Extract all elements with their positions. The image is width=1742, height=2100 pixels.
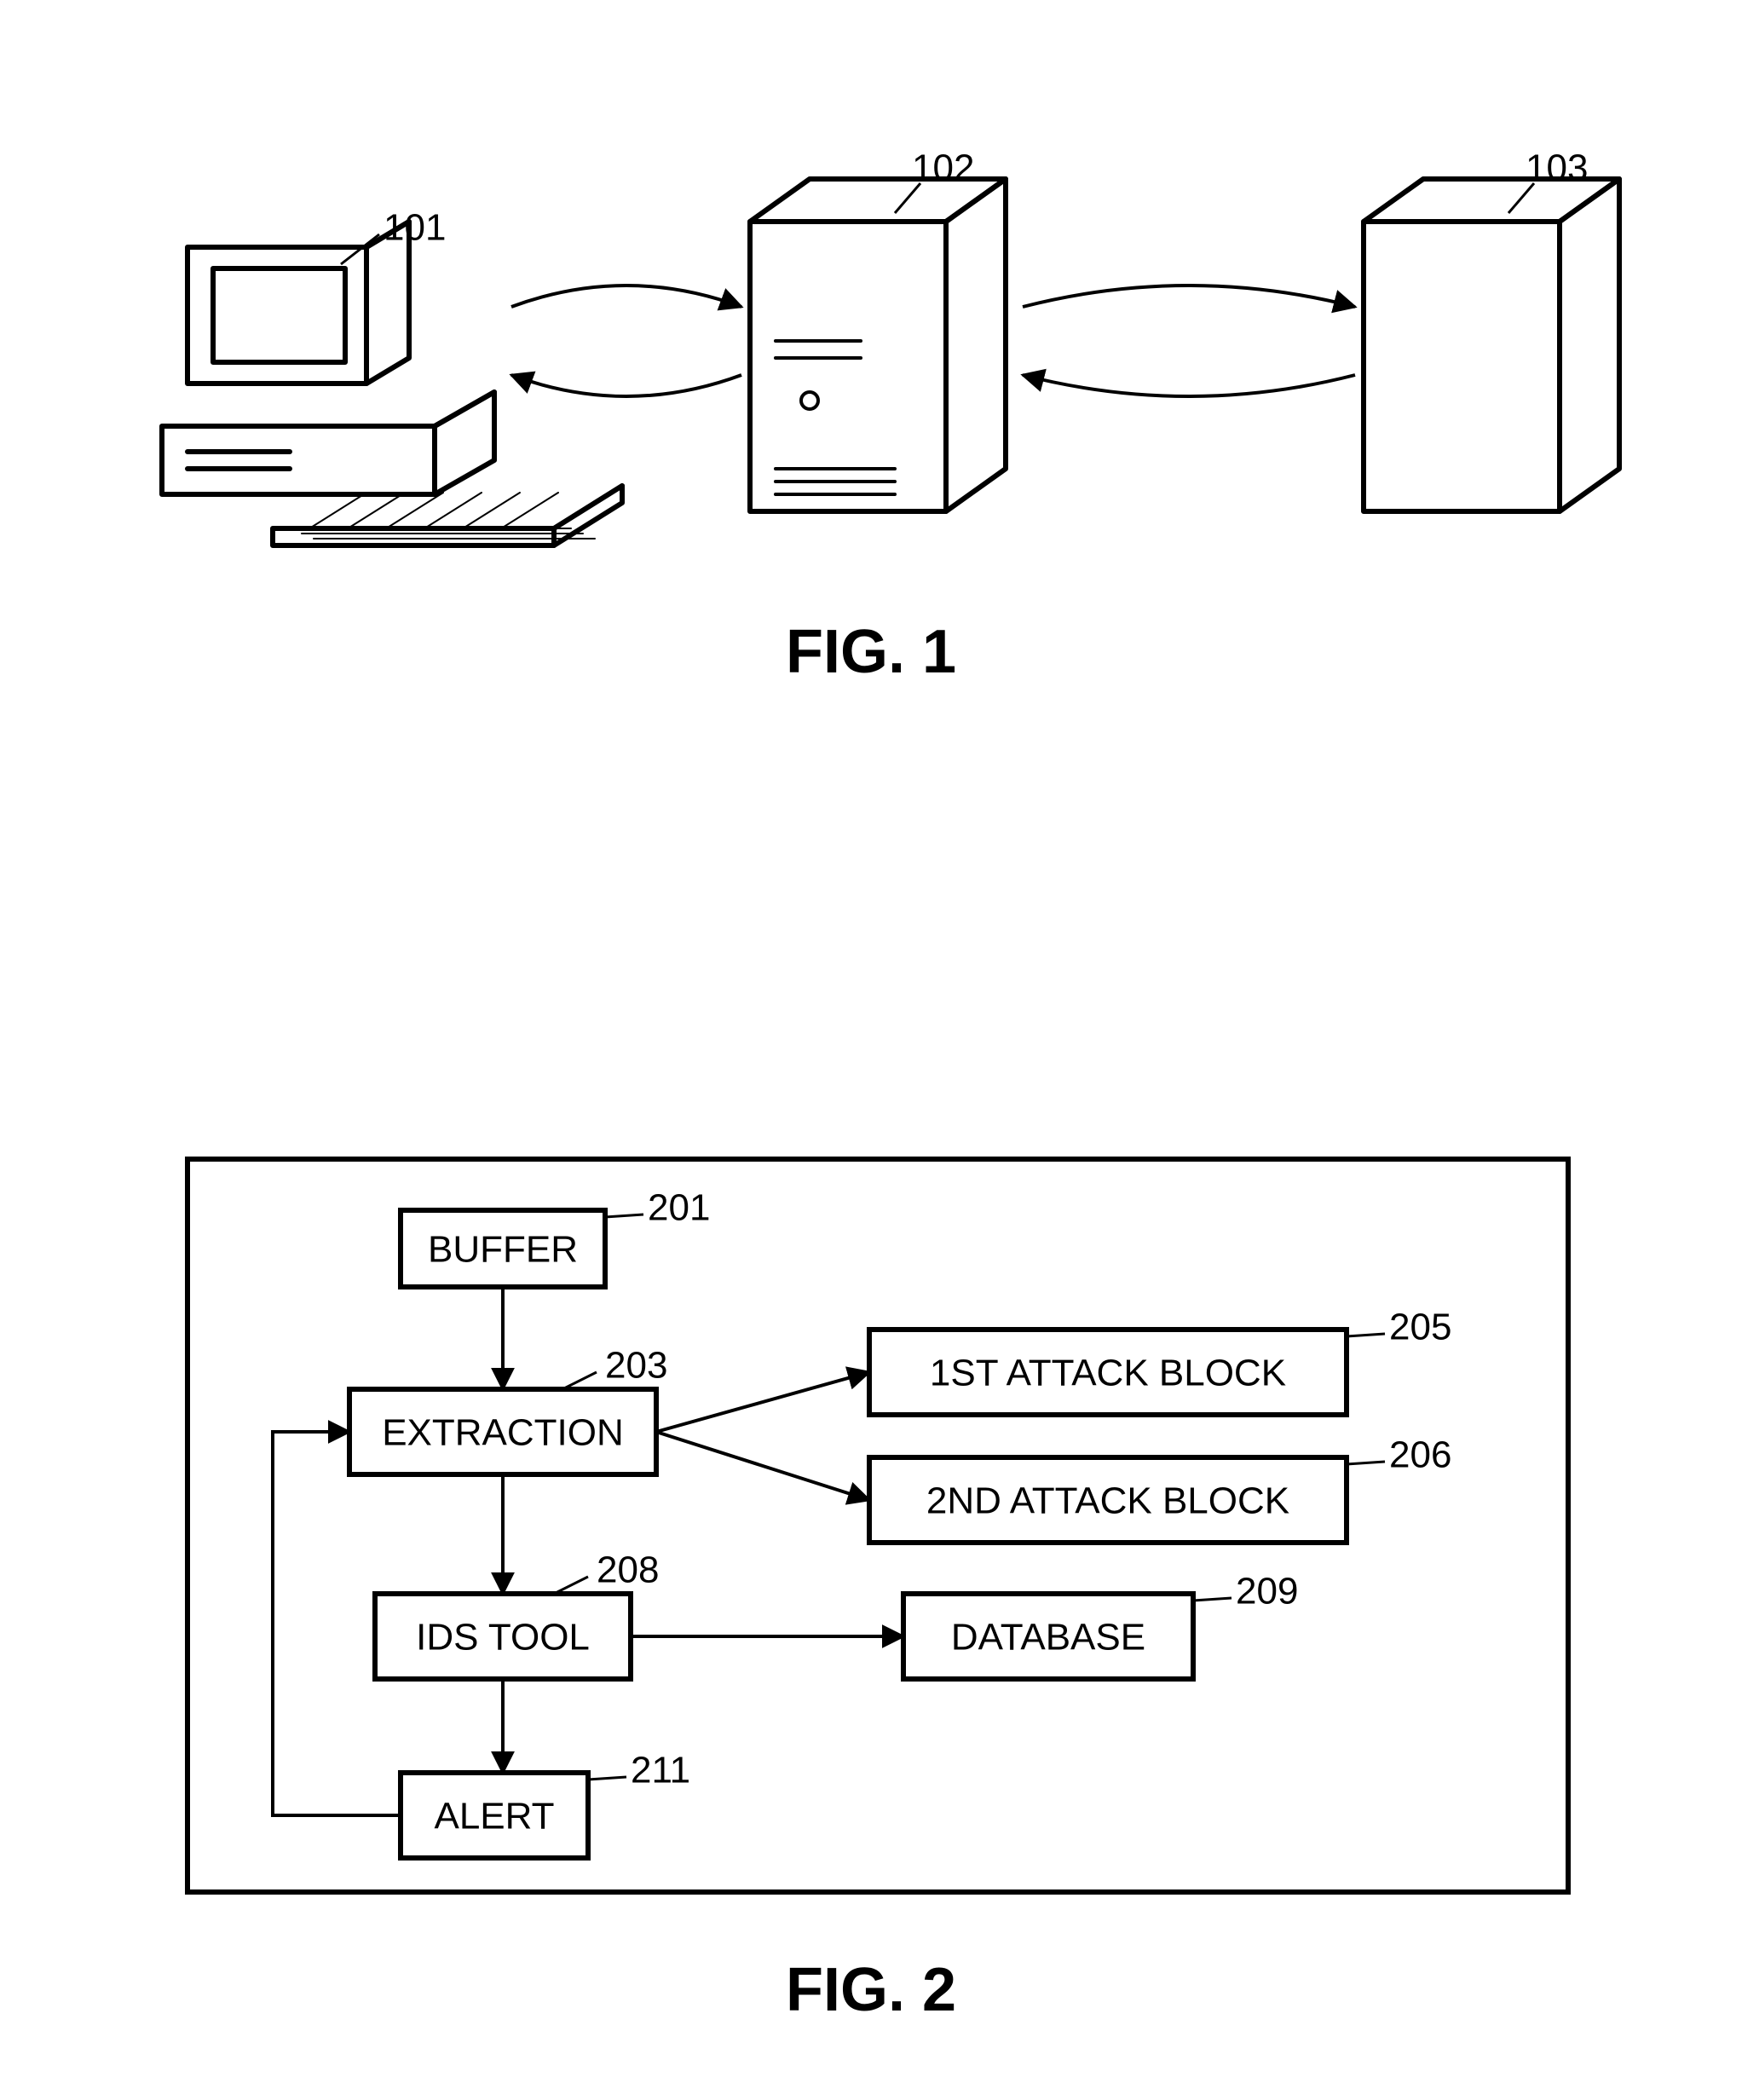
block-label-ids: IDS TOOL [416, 1617, 590, 1659]
block-label-attack1: 1ST ATTACK BLOCK [930, 1353, 1286, 1394]
fig2-ref-203: 203 [605, 1345, 667, 1387]
background [0, 0, 1742, 2100]
fig1-ref-103: 103 [1526, 147, 1588, 189]
fig1-ref-102: 102 [912, 147, 974, 189]
block-label-extraction: EXTRACTION [382, 1412, 624, 1454]
fig2-ref-206: 206 [1389, 1434, 1451, 1476]
fig2-ref-208: 208 [597, 1549, 659, 1591]
fig1-ref-101: 101 [384, 207, 446, 249]
block-label-database: DATABASE [951, 1617, 1145, 1659]
block-label-alert: ALERT [434, 1796, 554, 1838]
fig2-ref-201: 201 [648, 1187, 710, 1229]
fig2-ref-211: 211 [631, 1750, 690, 1791]
fig2-ref-205: 205 [1389, 1307, 1451, 1348]
fig1-caption: FIG. 1 [786, 618, 956, 686]
fig2-caption: FIG. 2 [786, 1956, 956, 2024]
block-label-buffer: BUFFER [428, 1229, 578, 1271]
block-label-attack2: 2ND ATTACK BLOCK [926, 1480, 1289, 1522]
fig2-ref-209: 209 [1236, 1571, 1298, 1612]
